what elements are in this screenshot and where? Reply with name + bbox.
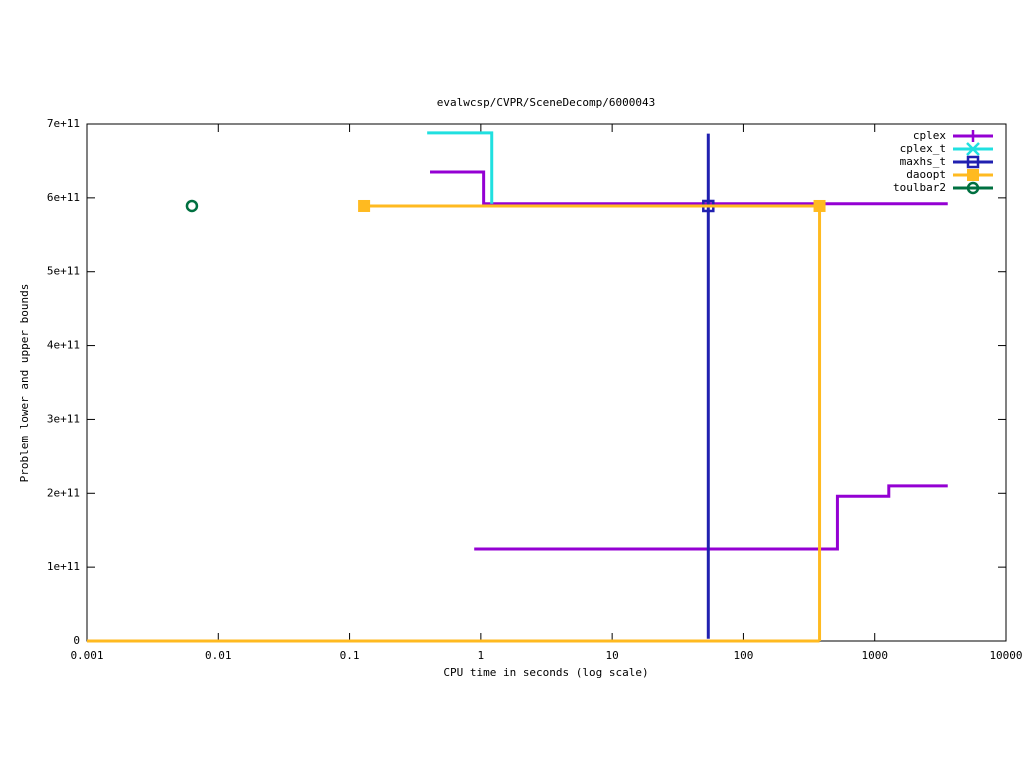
marker	[966, 155, 980, 169]
x-tick-label: 10	[606, 649, 619, 662]
x-tick-label: 0.001	[70, 649, 103, 662]
legend-label: cplex_t	[900, 142, 946, 155]
legend-label: maxhs_t	[900, 155, 946, 168]
legend-label: cplex	[913, 129, 946, 142]
y-tick-label: 3e+11	[47, 412, 80, 425]
legend-label: daoopt	[906, 168, 946, 181]
x-tick-label: 0.1	[340, 649, 360, 662]
y-tick-label: 5e+11	[47, 265, 80, 278]
x-axis-label: CPU time in seconds (log scale)	[443, 666, 648, 679]
y-tick-label: 0	[73, 634, 80, 647]
marker	[813, 199, 826, 212]
series-line	[427, 131, 494, 204]
x-tick-label: 1	[478, 649, 485, 662]
y-tick-label: 4e+11	[47, 339, 80, 352]
series-line	[430, 170, 948, 551]
x-tick-label: 10000	[989, 649, 1022, 662]
marker	[185, 199, 199, 213]
y-tick-label: 1e+11	[47, 560, 80, 573]
y-axis-label: Problem lower and upper bounds	[18, 284, 31, 483]
marker	[966, 142, 980, 156]
legend-label: toulbar2	[893, 181, 946, 194]
marker	[967, 130, 979, 142]
x-tick-label: 100	[733, 649, 753, 662]
y-tick-label: 2e+11	[47, 486, 80, 499]
marker	[358, 199, 371, 212]
x-tick-label: 1000	[861, 649, 888, 662]
y-tick-label: 7e+11	[47, 117, 80, 130]
x-tick-label: 0.01	[205, 649, 232, 662]
chart-title: evalwcsp/CVPR/SceneDecomp/6000043	[437, 96, 656, 109]
marker	[967, 169, 979, 181]
y-tick-label: 6e+11	[47, 191, 80, 204]
marker	[966, 181, 980, 195]
